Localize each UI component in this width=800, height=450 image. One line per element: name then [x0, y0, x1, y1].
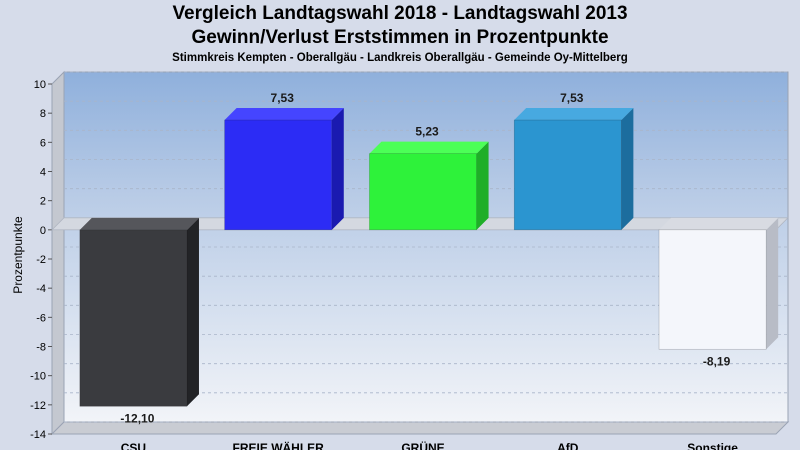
x-category-label: CSU [121, 441, 146, 450]
bar-grüne [369, 141, 489, 231]
bar-front [224, 119, 333, 231]
y-axis-label: Prozentpunkte [11, 216, 25, 294]
y-tick-label: -14 [30, 429, 46, 441]
bar-value-label: 7,53 [560, 91, 584, 105]
bar-front [369, 153, 477, 231]
y-tick-label: 0 [40, 225, 46, 237]
plot-left-wall [51, 70, 65, 436]
bar-side [766, 217, 779, 350]
bar-front [513, 119, 622, 231]
y-tick-label: 4 [40, 167, 46, 179]
bar-top [224, 108, 344, 121]
y-tick-label: -6 [36, 312, 46, 324]
bar-top [79, 217, 199, 230]
chart-subtitle: Stimmkreis Kempten - Oberallgäu - Landkr… [172, 52, 628, 64]
x-category-label: FREIE WÄHLER [233, 440, 325, 450]
y-tick-label: -2 [36, 254, 46, 266]
x-category-label: GRÜNE [401, 440, 444, 450]
chart-title-line2: Gewinn/Verlust Erststimmen in Prozentpun… [191, 27, 609, 48]
bar-side [621, 108, 634, 230]
bar-top [369, 141, 489, 154]
bar-side [331, 108, 344, 230]
bar-sonstige [658, 217, 779, 350]
y-tick-label: -10 [30, 371, 46, 383]
bar-value-label: 5,23 [415, 125, 439, 139]
x-category-label: AfD [557, 441, 579, 450]
y-tick-label: 6 [40, 137, 46, 149]
bar-top [514, 108, 634, 121]
bar-freie-wähler [224, 108, 344, 231]
bar-side [186, 217, 199, 407]
chart-title-line1: Vergleich Landtagswahl 2018 - Landtagswa… [172, 3, 628, 24]
bar-value-label: 7,53 [271, 91, 295, 105]
y-tick-label: 2 [40, 196, 46, 208]
y-tick-label: 10 [34, 79, 46, 91]
bar-value-label: -8,19 [703, 354, 731, 368]
bar-value-label: -12,10 [120, 411, 154, 425]
y-tick-label: -12 [30, 400, 46, 412]
title-block: Vergleich Landtagswahl 2018 - Landtagswa… [0, 2, 800, 66]
bar-top [659, 217, 779, 230]
bar-side [476, 141, 489, 230]
x-category-label: Sonstige [687, 441, 738, 450]
y-tick-label: -8 [36, 342, 46, 354]
y-tick-label: -4 [36, 283, 46, 295]
bar-csu [79, 217, 199, 407]
bar-front [658, 229, 767, 350]
y-tick-label: 8 [40, 108, 46, 120]
plot-floor [50, 421, 790, 435]
bar-front [79, 229, 188, 407]
bar-afd [513, 108, 634, 231]
